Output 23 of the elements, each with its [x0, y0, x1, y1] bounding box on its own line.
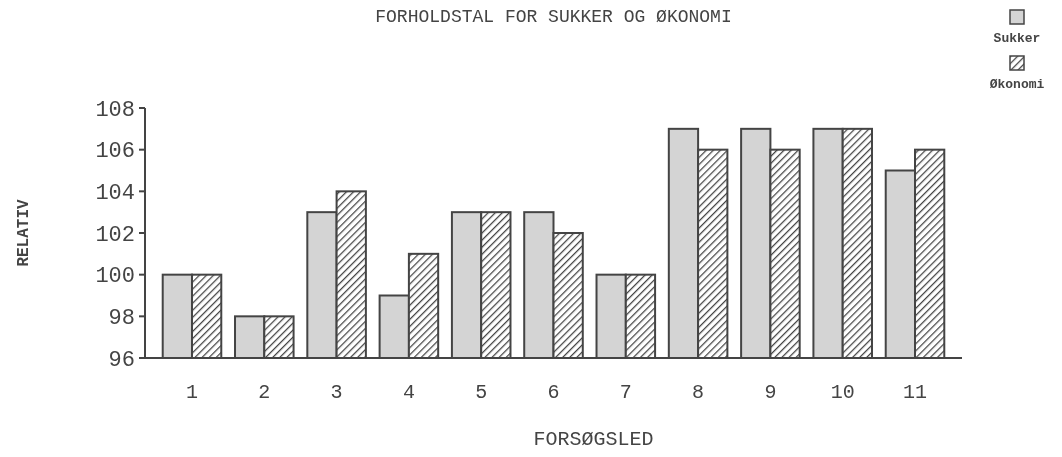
chart-title: FORHOLDSTAL FOR SUKKER OG ØKONOMI: [375, 7, 732, 27]
x-tick-label: 2: [258, 381, 271, 404]
y-tick-label: 106: [95, 139, 135, 165]
x-tick-label: 8: [692, 381, 705, 404]
x-tick-label: 1: [185, 381, 198, 404]
y-tick-label: 102: [95, 222, 135, 248]
x-tick-label: 4: [402, 381, 415, 404]
x-tick-label: 6: [547, 381, 560, 404]
x-axis-title: FORSØGSLED: [533, 428, 654, 451]
legend-label: Økonomi: [989, 77, 1045, 92]
y-tick-label: 96: [108, 347, 135, 373]
y-tick-label: 98: [108, 306, 135, 332]
x-tick-label: 9: [764, 381, 777, 404]
y-tick-label: 104: [95, 181, 135, 207]
x-tick-label: 11: [903, 381, 928, 404]
legend-label: Sukker: [993, 31, 1041, 46]
y-axis-title: RELATIV: [15, 199, 33, 267]
x-tick-label: 3: [330, 381, 343, 404]
y-tick-label: 108: [95, 97, 135, 123]
x-tick-label: 7: [619, 381, 632, 404]
x-tick-label: 5: [475, 381, 488, 404]
x-tick-label: 10: [830, 381, 855, 404]
y-tick-label: 100: [95, 264, 135, 290]
